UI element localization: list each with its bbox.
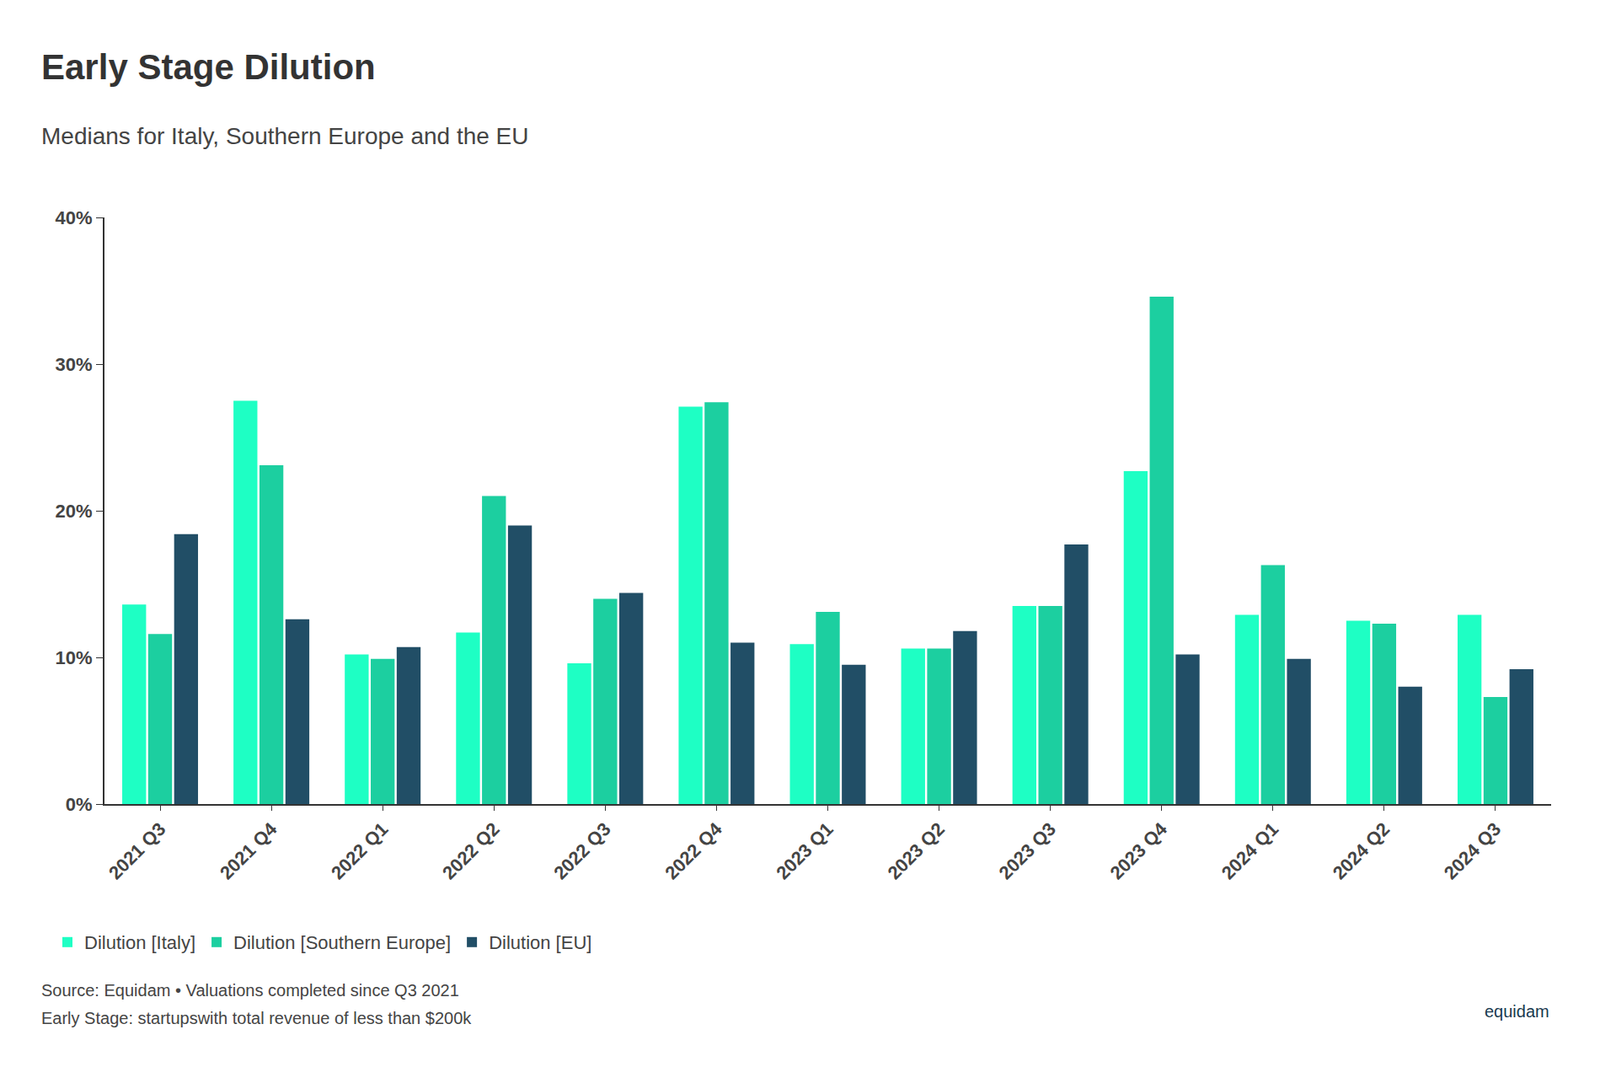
svg-text:equidam: equidam [1484, 1001, 1550, 1021]
svg-text:0%: 0% [65, 793, 93, 815]
svg-text:2023 Q4: 2023 Q4 [1106, 817, 1172, 883]
svg-text:2023 Q3: 2023 Q3 [995, 818, 1060, 883]
svg-text:40%: 40% [55, 207, 93, 229]
svg-text:2022 Q2: 2022 Q2 [438, 818, 504, 883]
svg-text:20%: 20% [55, 500, 93, 522]
svg-text:Dilution [Southern Europe]: Dilution [Southern Europe] [233, 931, 451, 953]
svg-text:2022 Q4: 2022 Q4 [660, 817, 727, 883]
svg-text:10%: 10% [55, 647, 93, 669]
svg-text:2022 Q3: 2022 Q3 [549, 818, 615, 883]
svg-text:2024 Q2: 2024 Q2 [1328, 818, 1394, 883]
svg-text:2024 Q3: 2024 Q3 [1439, 818, 1505, 883]
svg-text:Early Stage Dilution: Early Stage Dilution [41, 47, 376, 87]
svg-text:2022 Q1: 2022 Q1 [326, 818, 392, 883]
svg-text:2023 Q2: 2023 Q2 [883, 818, 949, 883]
svg-text:Early Stage: startupswith tota: Early Stage: startupswith total revenue … [41, 1008, 472, 1028]
svg-text:Dilution [EU]: Dilution [EU] [488, 931, 592, 953]
svg-text:30%: 30% [55, 353, 93, 375]
svg-text:2021 Q4: 2021 Q4 [215, 817, 282, 883]
svg-text:2023 Q1: 2023 Q1 [771, 818, 837, 883]
svg-text:2021 Q3: 2021 Q3 [104, 818, 170, 883]
svg-text:Source: Equidam • Valuations c: Source: Equidam • Valuations completed s… [41, 980, 460, 1000]
svg-text:2024 Q1: 2024 Q1 [1217, 818, 1283, 883]
svg-text:Dilution [Italy]: Dilution [Italy] [84, 931, 196, 953]
svg-text:Medians for Italy, Southern Eu: Medians for Italy, Southern Europe and t… [41, 123, 529, 150]
